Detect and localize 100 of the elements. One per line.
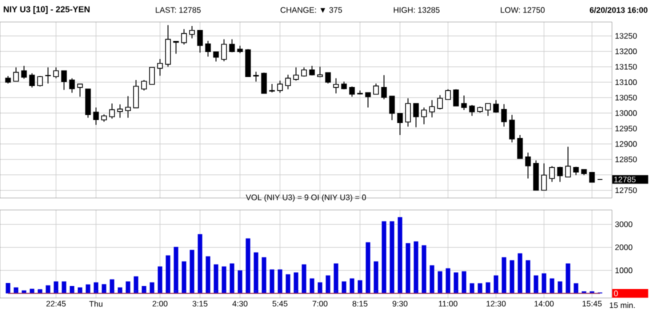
bar [350, 278, 354, 294]
candlestick [197, 30, 203, 54]
y-tick-label: 2000 [615, 244, 632, 250]
candlestick [389, 96, 395, 121]
bar [526, 260, 530, 294]
candlestick [133, 80, 139, 108]
y-tick-label: 13250 [615, 33, 637, 39]
candlestick [181, 28, 187, 45]
y-tick-label: 13050 [615, 94, 637, 100]
bar [366, 242, 370, 294]
bar [246, 238, 250, 294]
candlestick [541, 162, 547, 191]
candlestick [77, 84, 83, 98]
bar [166, 255, 170, 294]
y-tick-label: 13150 [615, 64, 637, 70]
candlestick [461, 95, 467, 110]
bar [518, 253, 522, 294]
text: 0 [614, 290, 618, 296]
text: 12785 [614, 176, 636, 182]
candlestick [205, 40, 211, 58]
candlestick [221, 38, 227, 62]
candlestick [213, 52, 219, 62]
candlestick [397, 112, 403, 136]
bar [118, 287, 122, 294]
bar [6, 283, 10, 294]
x-tick-label: Thu [89, 300, 102, 307]
candlestick [69, 78, 75, 94]
bar [318, 282, 322, 294]
candlestick [469, 104, 475, 116]
y-tick-label: 13100 [615, 79, 637, 86]
bar [438, 271, 442, 294]
bar [398, 217, 402, 294]
bar [326, 275, 330, 294]
bar [270, 269, 274, 294]
bar [542, 273, 546, 294]
bar [102, 284, 106, 294]
bar [174, 246, 178, 294]
text: HIGH: 13285 [394, 7, 440, 13]
bar [278, 269, 282, 294]
bar [150, 282, 154, 294]
candlestick [493, 100, 499, 114]
bar [206, 256, 210, 294]
text: CHANGE: ▼ 375 [280, 7, 342, 13]
candlestick [509, 114, 515, 143]
candlestick [21, 65, 27, 80]
x-tick-label: 22:45 [46, 300, 66, 307]
y-tick-label: 12950 [615, 126, 637, 132]
x-tick-label: 5:45 [272, 300, 288, 306]
x-tick-label: 2:00 [152, 300, 168, 307]
candlestick [349, 86, 355, 98]
candlestick [317, 66, 323, 78]
candlestick [445, 88, 451, 100]
bar [502, 257, 506, 294]
chart-title: NIY U3 [10] - 225-YEN [4, 6, 90, 14]
y-tick-label: 3000 [615, 221, 632, 228]
candlestick [189, 26, 195, 39]
bar [382, 221, 386, 294]
candlestick [437, 94, 443, 110]
x-tick-label: 8:15 [352, 300, 368, 307]
bar [142, 286, 146, 294]
candlestick [525, 152, 531, 179]
candlestick [29, 72, 35, 88]
candlestick [565, 146, 571, 178]
y-tick-label: 1000 [615, 268, 632, 274]
candlestick [365, 92, 371, 108]
bar [550, 278, 554, 294]
bar [294, 272, 298, 294]
candlestick [117, 104, 123, 118]
candlestick [109, 103, 115, 120]
bar [238, 270, 242, 294]
x-tick-label: 11:00 [438, 300, 458, 307]
x-tick-label: 9:30 [392, 300, 408, 307]
candlestick [501, 104, 507, 128]
y-tick-label: 13200 [615, 48, 637, 54]
bar [310, 278, 314, 294]
candlestick [149, 66, 155, 85]
candlestick [333, 78, 339, 94]
bar [414, 241, 418, 294]
candlestick [53, 66, 59, 79]
bar [462, 271, 466, 294]
bar [78, 287, 82, 294]
y-tick-label: 12750 [615, 187, 637, 194]
x-tick-label: 4:30 [232, 300, 248, 307]
bar [494, 275, 498, 294]
candlestick [453, 88, 459, 106]
candlestick [429, 100, 435, 118]
bar [126, 281, 130, 294]
x-tick-label: 7:00 [312, 300, 328, 307]
bar [574, 283, 578, 294]
bar [566, 263, 570, 294]
bar [182, 261, 186, 294]
bar [54, 281, 58, 294]
candlestick [125, 96, 131, 118]
candlestick [141, 80, 147, 91]
bar [14, 287, 18, 294]
candlestick [325, 72, 331, 84]
candlestick [309, 65, 315, 76]
candlestick [485, 103, 491, 116]
candlestick [229, 38, 235, 53]
candlestick [557, 166, 563, 182]
